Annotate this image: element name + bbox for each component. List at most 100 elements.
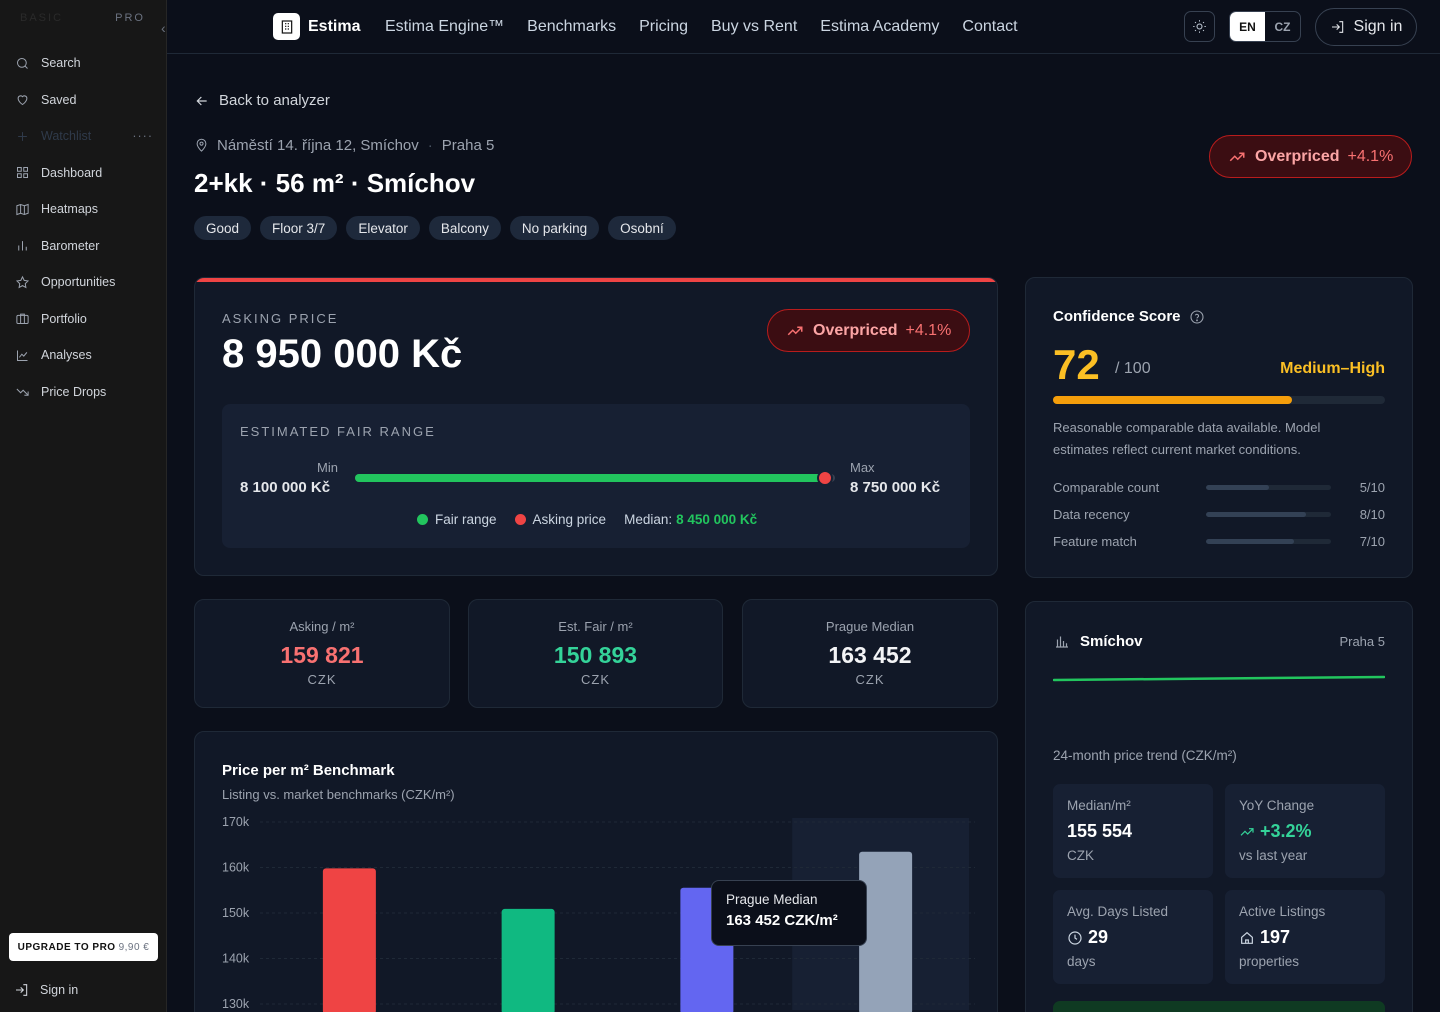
nav-estima-academy[interactable]: Estima Academy <box>820 18 940 35</box>
stat-value: 150 893 <box>553 642 638 668</box>
plus-icon <box>14 128 30 144</box>
sidebar-item-barometer[interactable]: Barometer <box>0 228 167 265</box>
active-listings: 197 <box>1260 927 1291 947</box>
tag-balcony: Balcony <box>428 216 501 240</box>
upgrade-price: 9,90 € <box>118 941 150 953</box>
legend-fair-dot <box>417 514 428 525</box>
asking-price-card: ASKING PRICE 8 950 000 Kč Overpriced +4.… <box>194 277 998 576</box>
confidence-progress-fill <box>1053 396 1293 404</box>
confidence-title-label: Confidence Score <box>1053 308 1181 325</box>
back-to-analyzer-link[interactable]: Back to analyzer <box>194 92 330 109</box>
y-tick-label: 150k <box>222 906 250 920</box>
brand-link[interactable]: Estima <box>273 13 360 40</box>
sidebar-item-dashboard[interactable]: Dashboard <box>0 155 167 192</box>
fair-range-fill <box>355 474 826 482</box>
benchmark-chart-card: Price per m² Benchmark Listing vs. marke… <box>194 731 998 1012</box>
sidebar-item-opportunities[interactable]: Opportunities <box>0 264 167 301</box>
plan-toggle[interactable]: BASIC PRO <box>20 12 145 24</box>
avg-days-listed: 29 <box>1088 927 1109 947</box>
main-nav: Estima Engine™ Benchmarks Pricing Buy vs… <box>385 18 1041 36</box>
sidebar-item-label: Portfolio <box>41 311 87 326</box>
nav-pricing[interactable]: Pricing <box>639 18 688 35</box>
nav-buy-vs-rent[interactable]: Buy vs Rent <box>711 18 798 35</box>
district-region: Praha 5 <box>1339 634 1385 649</box>
sidebar-item-watchlist[interactable]: Watchlist ···· <box>0 118 167 155</box>
map-icon <box>14 201 30 217</box>
bar-3[interactable] <box>859 851 913 1012</box>
signin-button[interactable]: Sign in <box>1315 8 1417 46</box>
sidebar-item-label: Dashboard <box>41 165 103 180</box>
asking-price-marker <box>817 470 834 486</box>
sidebar-nav: Search Saved Watchlist ···· Dashboard He… <box>0 45 167 410</box>
factor-value: 5/10 <box>1359 480 1385 495</box>
trend-label: 24-month price trend (CZK/m²) <box>1053 748 1237 763</box>
district-yoy-tile: YoY Change +3.2% vs last year <box>1225 784 1385 878</box>
overpriced-badge: Overpriced +4.1% <box>1209 135 1413 178</box>
sidebar-item-label: Saved <box>41 92 77 107</box>
yoy-change: +3.2% <box>1260 821 1312 841</box>
upgrade-button[interactable]: UPGRADE TO PRO 9,90 € <box>9 933 158 961</box>
nav-contact[interactable]: Contact <box>962 18 1018 35</box>
median-value: 8 450 000 Kč <box>676 512 758 527</box>
tag-ownership: Osobní <box>608 216 676 240</box>
tile-unit: vs last year <box>1239 848 1308 863</box>
trend-line-path <box>1053 675 1385 682</box>
factor-value: 7/10 <box>1359 534 1385 549</box>
median-label: Median: <box>624 512 673 527</box>
sidebar-item-label: Price Drops <box>41 384 107 399</box>
benchmark-bar-chart: 170k 160k 150k 140k 130k <box>222 815 975 1012</box>
stat-unit: CZK <box>855 672 885 687</box>
search-icon <box>14 55 30 71</box>
sidebar-signin-button[interactable]: Sign in <box>14 982 78 998</box>
max-label: Max <box>850 460 875 475</box>
legend-median: Median: 8 450 000 Kč <box>624 512 757 527</box>
confidence-score-card: Confidence Score 72 / 100 Medium–High Re… <box>1025 277 1413 578</box>
tile-value: 29 <box>1067 927 1199 948</box>
stat-unit: CZK <box>581 672 610 687</box>
theme-toggle-button[interactable] <box>1184 11 1215 42</box>
lang-en-button[interactable]: EN <box>1230 12 1265 41</box>
sidebar-item-label: Heatmaps <box>41 202 98 217</box>
signin-label: Sign in <box>1353 18 1403 35</box>
sidebar-item-saved[interactable]: Saved <box>0 82 167 119</box>
help-circle-icon[interactable] <box>1189 309 1205 325</box>
badge-label: Overpriced <box>813 321 898 339</box>
sidebar-item-label: Search <box>41 56 81 71</box>
tooltip-value: 163 452 CZK/m² <box>726 912 838 929</box>
grid-icon <box>14 165 30 181</box>
plan-basic[interactable]: BASIC <box>20 12 64 24</box>
sidebar-item-analyses[interactable]: Analyses <box>0 337 167 374</box>
bar-0[interactable] <box>322 868 376 1012</box>
collapse-sidebar-icon[interactable]: ‹ <box>161 20 166 36</box>
lang-cz-button[interactable]: CZ <box>1274 19 1291 34</box>
sidebar-item-price-drops[interactable]: Price Drops <box>0 374 167 411</box>
heart-icon <box>14 92 30 108</box>
sidebar-item-search[interactable]: Search <box>0 45 167 82</box>
status-accent-bar <box>195 278 997 282</box>
factor-bar-fill <box>1206 539 1294 544</box>
factor-bar <box>1206 539 1331 544</box>
tile-label: YoY Change <box>1239 798 1315 813</box>
stat-asking-per-m2: Asking / m² 159 821 CZK <box>194 599 450 708</box>
sidebar-item-heatmaps[interactable]: Heatmaps <box>0 191 167 228</box>
range-legend: Fair range Asking price Median: 8 450 000… <box>417 512 775 527</box>
sidebar-item-portfolio[interactable]: Portfolio <box>0 301 167 338</box>
nav-benchmarks[interactable]: Benchmarks <box>527 18 617 35</box>
star-icon <box>14 274 30 290</box>
brand-name: Estima <box>308 17 361 35</box>
property-address: Náměstí 14. října 12, Smíchov · Praha 5 <box>194 137 494 154</box>
badge-label: Overpriced <box>1255 147 1340 165</box>
trending-up-icon <box>1240 827 1254 836</box>
plan-pro[interactable]: PRO <box>115 12 145 24</box>
min-value: 8 100 000 Kč <box>240 479 331 496</box>
bar-chart-icon <box>14 238 30 254</box>
building-logo-icon <box>273 13 300 40</box>
more-options-icon[interactable]: ···· <box>132 129 153 144</box>
bar-1[interactable] <box>501 908 555 1012</box>
nav-estima-engine[interactable]: Estima Engine™ <box>385 18 505 35</box>
legend-fair-label: Fair range <box>435 512 497 527</box>
factor-data-recency: Data recency 8/10 <box>1053 507 1385 522</box>
briefcase-icon <box>14 311 30 327</box>
top-navbar: Estima Estima Engine™ Benchmarks Pricing… <box>167 0 1440 54</box>
y-tick-label: 130k <box>222 997 250 1011</box>
